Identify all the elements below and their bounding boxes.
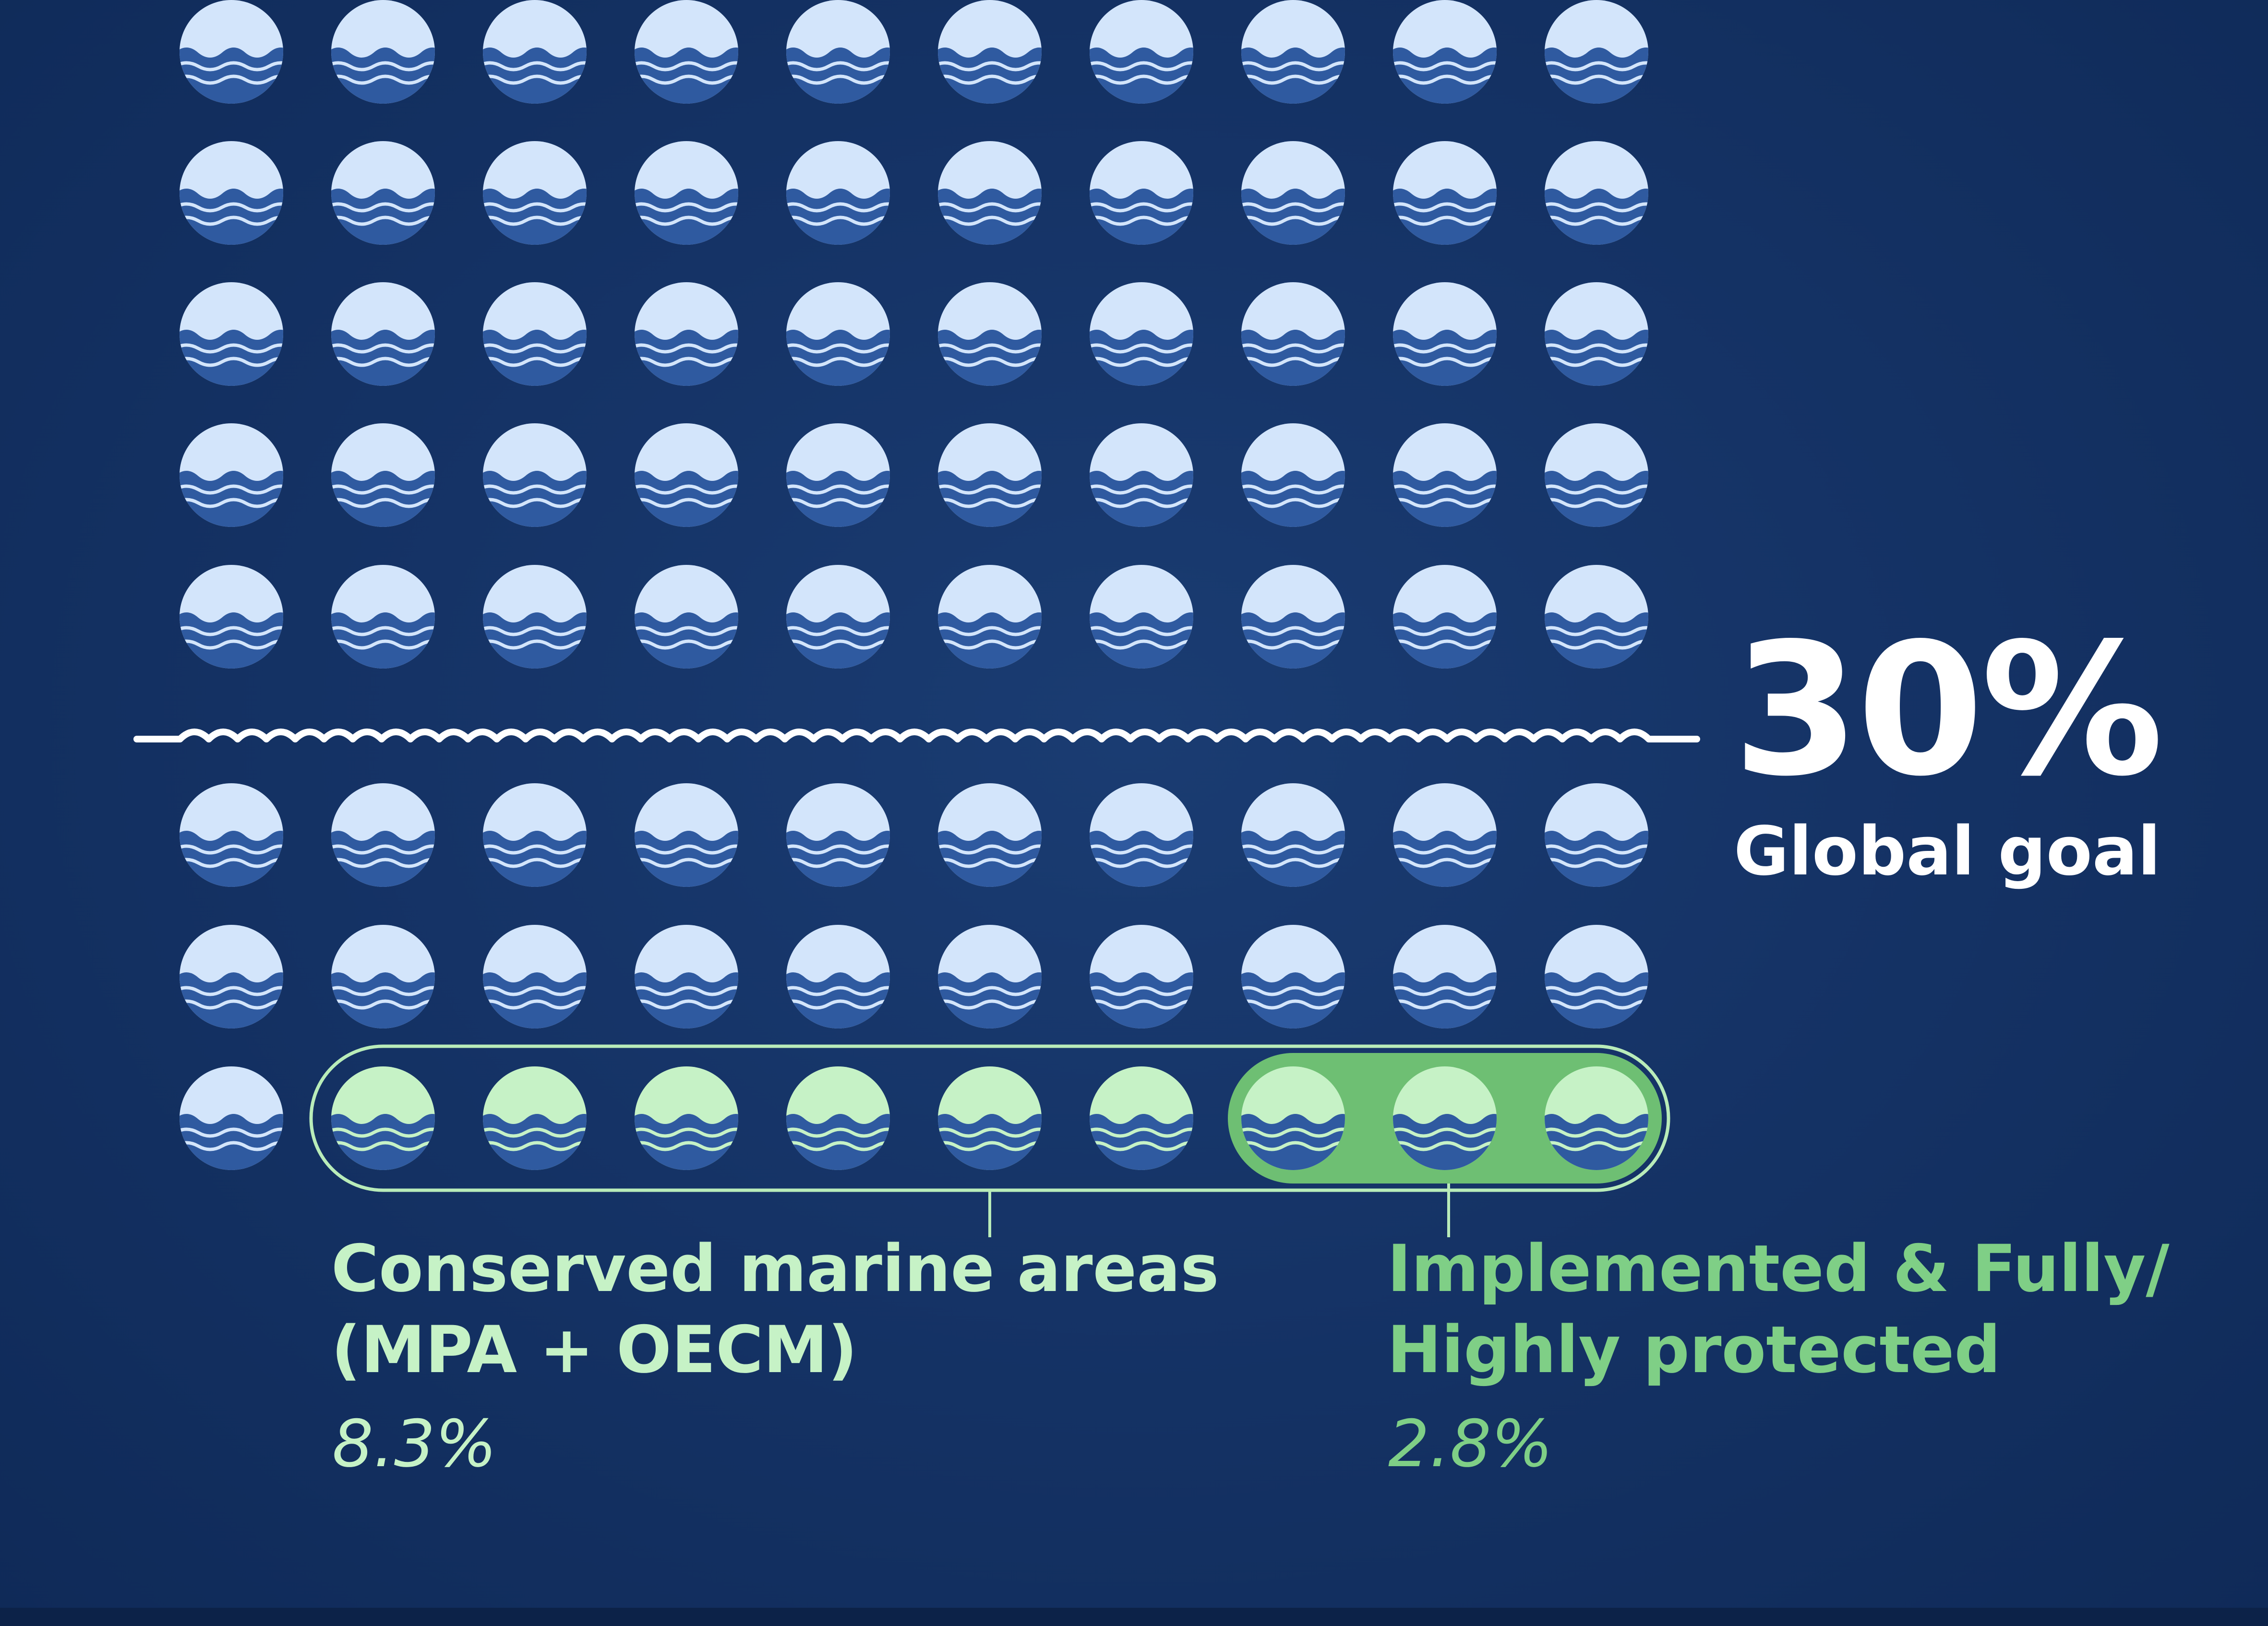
water-wave-icon — [483, 282, 587, 386]
water-wave-icon — [635, 282, 738, 386]
water-wave-icon — [483, 783, 587, 887]
water-wave-icon — [786, 282, 890, 386]
water-wave-icon — [1393, 282, 1497, 386]
footer-band — [0, 1608, 2268, 1626]
protected-label-line2: Highly protected — [1387, 1312, 2001, 1387]
goal-label: Global goal — [1734, 813, 2161, 891]
water-wave-icon — [1090, 141, 1193, 245]
water-wave-icon — [938, 282, 1042, 386]
conserved-unit-icon — [635, 1066, 738, 1170]
water-wave-icon — [1393, 423, 1497, 527]
conserved-label-line1: Conserved marine areas — [331, 1231, 1219, 1306]
water-wave-icon — [938, 141, 1042, 245]
water-wave-icon — [786, 783, 890, 887]
water-wave-icon — [180, 423, 283, 527]
conserved-unit-icon — [1393, 1066, 1497, 1170]
water-wave-icon — [483, 141, 587, 245]
water-wave-icon — [180, 925, 283, 1028]
water-wave-icon — [1393, 0, 1497, 104]
water-wave-icon — [1241, 925, 1345, 1028]
water-wave-icon — [1393, 783, 1497, 887]
water-wave-icon — [786, 141, 890, 245]
water-wave-icon — [1241, 565, 1345, 669]
protected-areas-percent: 2.8% — [1388, 1406, 1553, 1482]
water-wave-icon — [1393, 141, 1497, 245]
water-wave-icon — [1545, 423, 1648, 527]
water-wave-icon — [331, 783, 435, 887]
water-wave-icon — [1241, 282, 1345, 386]
water-wave-icon — [1090, 783, 1193, 887]
water-wave-icon — [1090, 0, 1193, 104]
water-wave-icon — [938, 565, 1042, 669]
water-wave-icon — [786, 423, 890, 527]
water-wave-icon — [1393, 565, 1497, 669]
conserved-unit-icon — [1241, 1066, 1345, 1170]
water-wave-icon — [635, 423, 738, 527]
water-wave-icon — [331, 925, 435, 1028]
water-wave-icon — [483, 0, 587, 104]
conserved-unit-icon — [786, 1066, 890, 1170]
water-wave-icon — [1545, 282, 1648, 386]
water-wave-icon — [1090, 565, 1193, 669]
water-wave-icon — [1545, 141, 1648, 245]
water-wave-icon — [180, 0, 283, 104]
water-wave-icon — [1090, 423, 1193, 527]
conserved-areas-label: Conserved marine areas (MPA + OECM) — [331, 1229, 1219, 1391]
water-wave-icon — [1090, 282, 1193, 386]
water-wave-icon — [635, 783, 738, 887]
water-wave-icon — [938, 783, 1042, 887]
water-wave-icon — [180, 141, 283, 245]
water-wave-icon — [1241, 0, 1345, 104]
conserved-unit-icon — [331, 1066, 435, 1170]
water-wave-icon — [180, 783, 283, 887]
water-wave-icon — [635, 925, 738, 1028]
water-wave-icon — [483, 423, 587, 527]
water-wave-icon — [1090, 925, 1193, 1028]
conserved-unit-icon — [483, 1066, 587, 1170]
conserved-label-line2: (MPA + OECM) — [331, 1312, 858, 1387]
water-wave-icon — [635, 141, 738, 245]
water-wave-icon — [331, 565, 435, 669]
water-wave-icon — [1393, 925, 1497, 1028]
water-wave-icon — [1545, 783, 1648, 887]
water-wave-icon — [786, 0, 890, 104]
water-wave-icon — [331, 141, 435, 245]
water-wave-icon — [331, 0, 435, 104]
water-wave-icon — [180, 1066, 283, 1170]
water-wave-icon — [483, 565, 587, 669]
water-wave-icon — [938, 925, 1042, 1028]
goal-wave-line — [133, 729, 1700, 742]
water-wave-icon — [1545, 0, 1648, 104]
water-wave-icon — [938, 423, 1042, 527]
water-wave-icon — [1241, 783, 1345, 887]
water-wave-icon — [180, 565, 283, 669]
water-wave-icon — [786, 565, 890, 669]
water-wave-icon — [1545, 925, 1648, 1028]
protected-label-line1: Implemented & Fully/ — [1387, 1231, 2170, 1306]
water-wave-icon — [938, 0, 1042, 104]
water-wave-icon — [180, 282, 283, 386]
conserved-unit-icon — [1545, 1066, 1648, 1170]
conserved-unit-icon — [938, 1066, 1042, 1170]
water-wave-icon — [786, 925, 890, 1028]
water-wave-icon — [1241, 141, 1345, 245]
goal-value: 30% — [1733, 604, 2164, 816]
protected-areas-label: Implemented & Fully/ Highly protected — [1387, 1229, 2170, 1391]
conserved-areas-percent: 8.3% — [332, 1406, 497, 1482]
water-wave-icon — [635, 565, 738, 669]
water-wave-icon — [331, 282, 435, 386]
water-wave-icon — [331, 423, 435, 527]
conserved-unit-icon — [1090, 1066, 1193, 1170]
water-wave-icon — [635, 0, 738, 104]
water-wave-icon — [483, 925, 587, 1028]
water-wave-icon — [1241, 423, 1345, 527]
water-wave-icon — [1545, 565, 1648, 669]
